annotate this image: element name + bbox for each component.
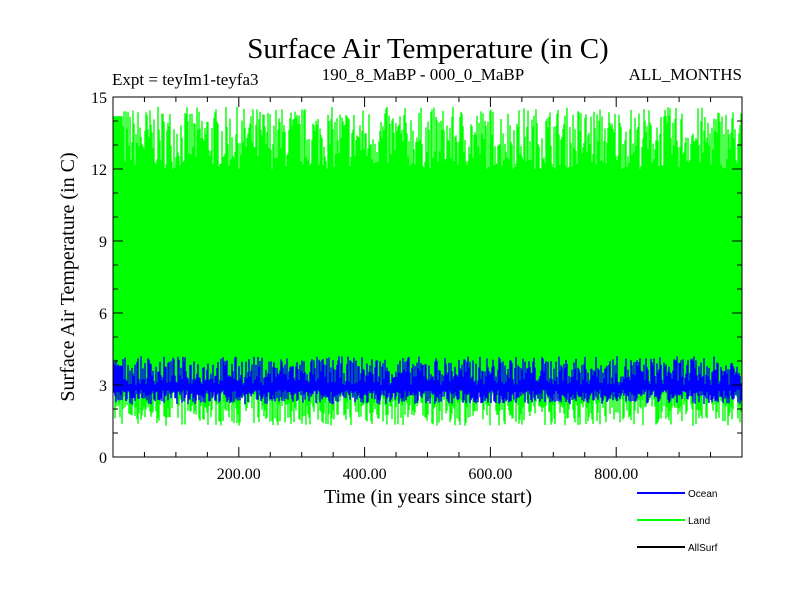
y-tick-label: 0 xyxy=(99,450,107,467)
x-tick-label: 800.00 xyxy=(594,466,638,483)
x-axis: 200.00 400.00 600.00 800.00 xyxy=(143,97,712,483)
x-axis-title: Time (in years since start) xyxy=(324,486,532,508)
legend-label-ocean: Ocean xyxy=(688,489,717,500)
chart-title: Surface Air Temperature (in C) xyxy=(247,33,608,65)
ocean-series-path xyxy=(113,356,742,405)
months-label: ALL_MONTHS xyxy=(629,65,742,84)
land-series-path xyxy=(113,106,742,426)
period-label: 190_8_MaBP - 000_0_MaBP xyxy=(322,65,524,84)
y-tick-label: 6 xyxy=(99,306,107,323)
legend: Ocean Land AllSurf xyxy=(637,489,718,554)
x-tick-label: 200.00 xyxy=(217,466,261,483)
x-tick-label: 400.00 xyxy=(343,466,387,483)
y-tick-label: 12 xyxy=(91,162,107,179)
legend-label-allsurf: AllSurf xyxy=(688,543,718,554)
land-series xyxy=(113,106,742,426)
y-axis-title: Surface Air Temperature (in C) xyxy=(57,152,79,401)
x-tick-label: 600.00 xyxy=(468,466,512,483)
y-tick-label: 3 xyxy=(99,378,107,395)
y-axis: 0 3 6 9 12 15 xyxy=(91,90,742,467)
experiment-label: Expt = teyIm1-teyfa3 xyxy=(112,70,258,89)
legend-label-land: Land xyxy=(688,516,710,527)
ocean-series xyxy=(113,356,742,405)
y-tick-label: 15 xyxy=(91,90,107,107)
y-tick-label: 9 xyxy=(99,234,107,251)
